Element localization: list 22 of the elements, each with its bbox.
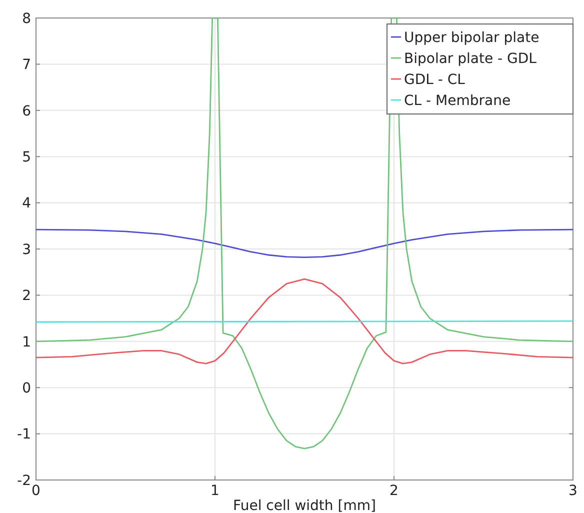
y-tick-label: 8 [22,10,31,27]
legend-label: GDL - CL [404,72,466,88]
x-tick-label: 3 [568,483,578,499]
y-tick-label: 3 [22,242,31,258]
y-tick-label: 2 [22,288,31,304]
y-tick-label: 0 [22,380,31,396]
x-tick-label: 2 [390,483,398,499]
line-series [36,18,573,450]
x-axis-title: Fuel cell width [mm] [233,498,376,513]
line-series [36,228,573,258]
y-tick-label: 5 [22,150,31,166]
y-tick-label: 4 [22,196,32,212]
x-tick-label: 1 [210,483,220,499]
y-tick-label: -2 [17,472,31,489]
y-tick-label: 6 [22,103,32,120]
y-tick-label: -1 [17,426,31,443]
y-tick-label: 7 [22,57,31,74]
y-tick-label: 1 [22,334,31,350]
legend-label: Upper bipolar plate [404,30,540,46]
legend-label: Bipolar plate - GDL [404,50,537,67]
line-series [36,278,573,364]
legend-label: CL - Membrane [404,92,511,109]
